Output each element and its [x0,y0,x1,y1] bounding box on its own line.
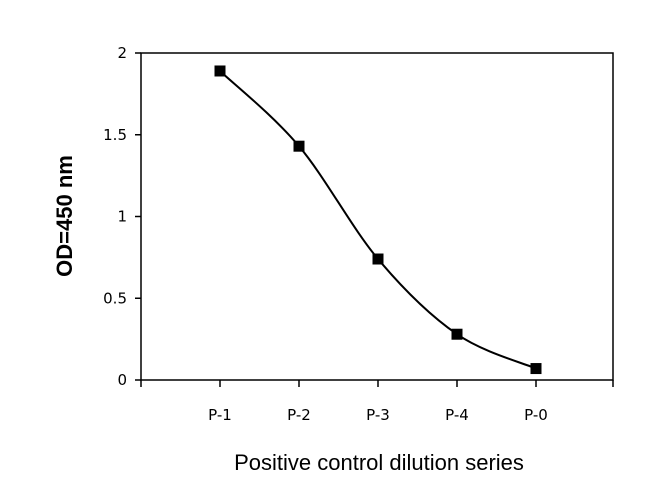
data-point-marker [372,253,384,265]
y-tick-label: 0 [117,371,127,389]
y-tick-label: 1 [117,208,127,226]
series-line [219,70,537,370]
y-tick-label: 1.5 [103,126,127,144]
x-axis-title: Positive control dilution series [234,450,524,475]
x-tick-label: P-3 [366,406,390,424]
plot-frame [140,52,614,381]
data-point-marker [214,65,226,77]
y-tick-label: 0.5 [103,289,127,307]
y-axis-title: OD=450 nm [52,155,77,277]
y-axis: 0 0.5 1 1.5 2 [103,44,141,389]
x-tick-label: P-4 [445,406,469,424]
x-tick-label: P-2 [287,406,311,424]
data-point-marker [530,363,542,375]
x-axis: P-1 P-2 P-3 P-4 P-0 [140,380,614,424]
data-point-marker [293,140,305,152]
y-tick-label: 2 [117,44,127,62]
x-tick-label: P-1 [208,406,232,424]
x-tick-label: P-0 [524,406,548,424]
series-markers [214,65,542,375]
data-point-marker [451,328,463,340]
